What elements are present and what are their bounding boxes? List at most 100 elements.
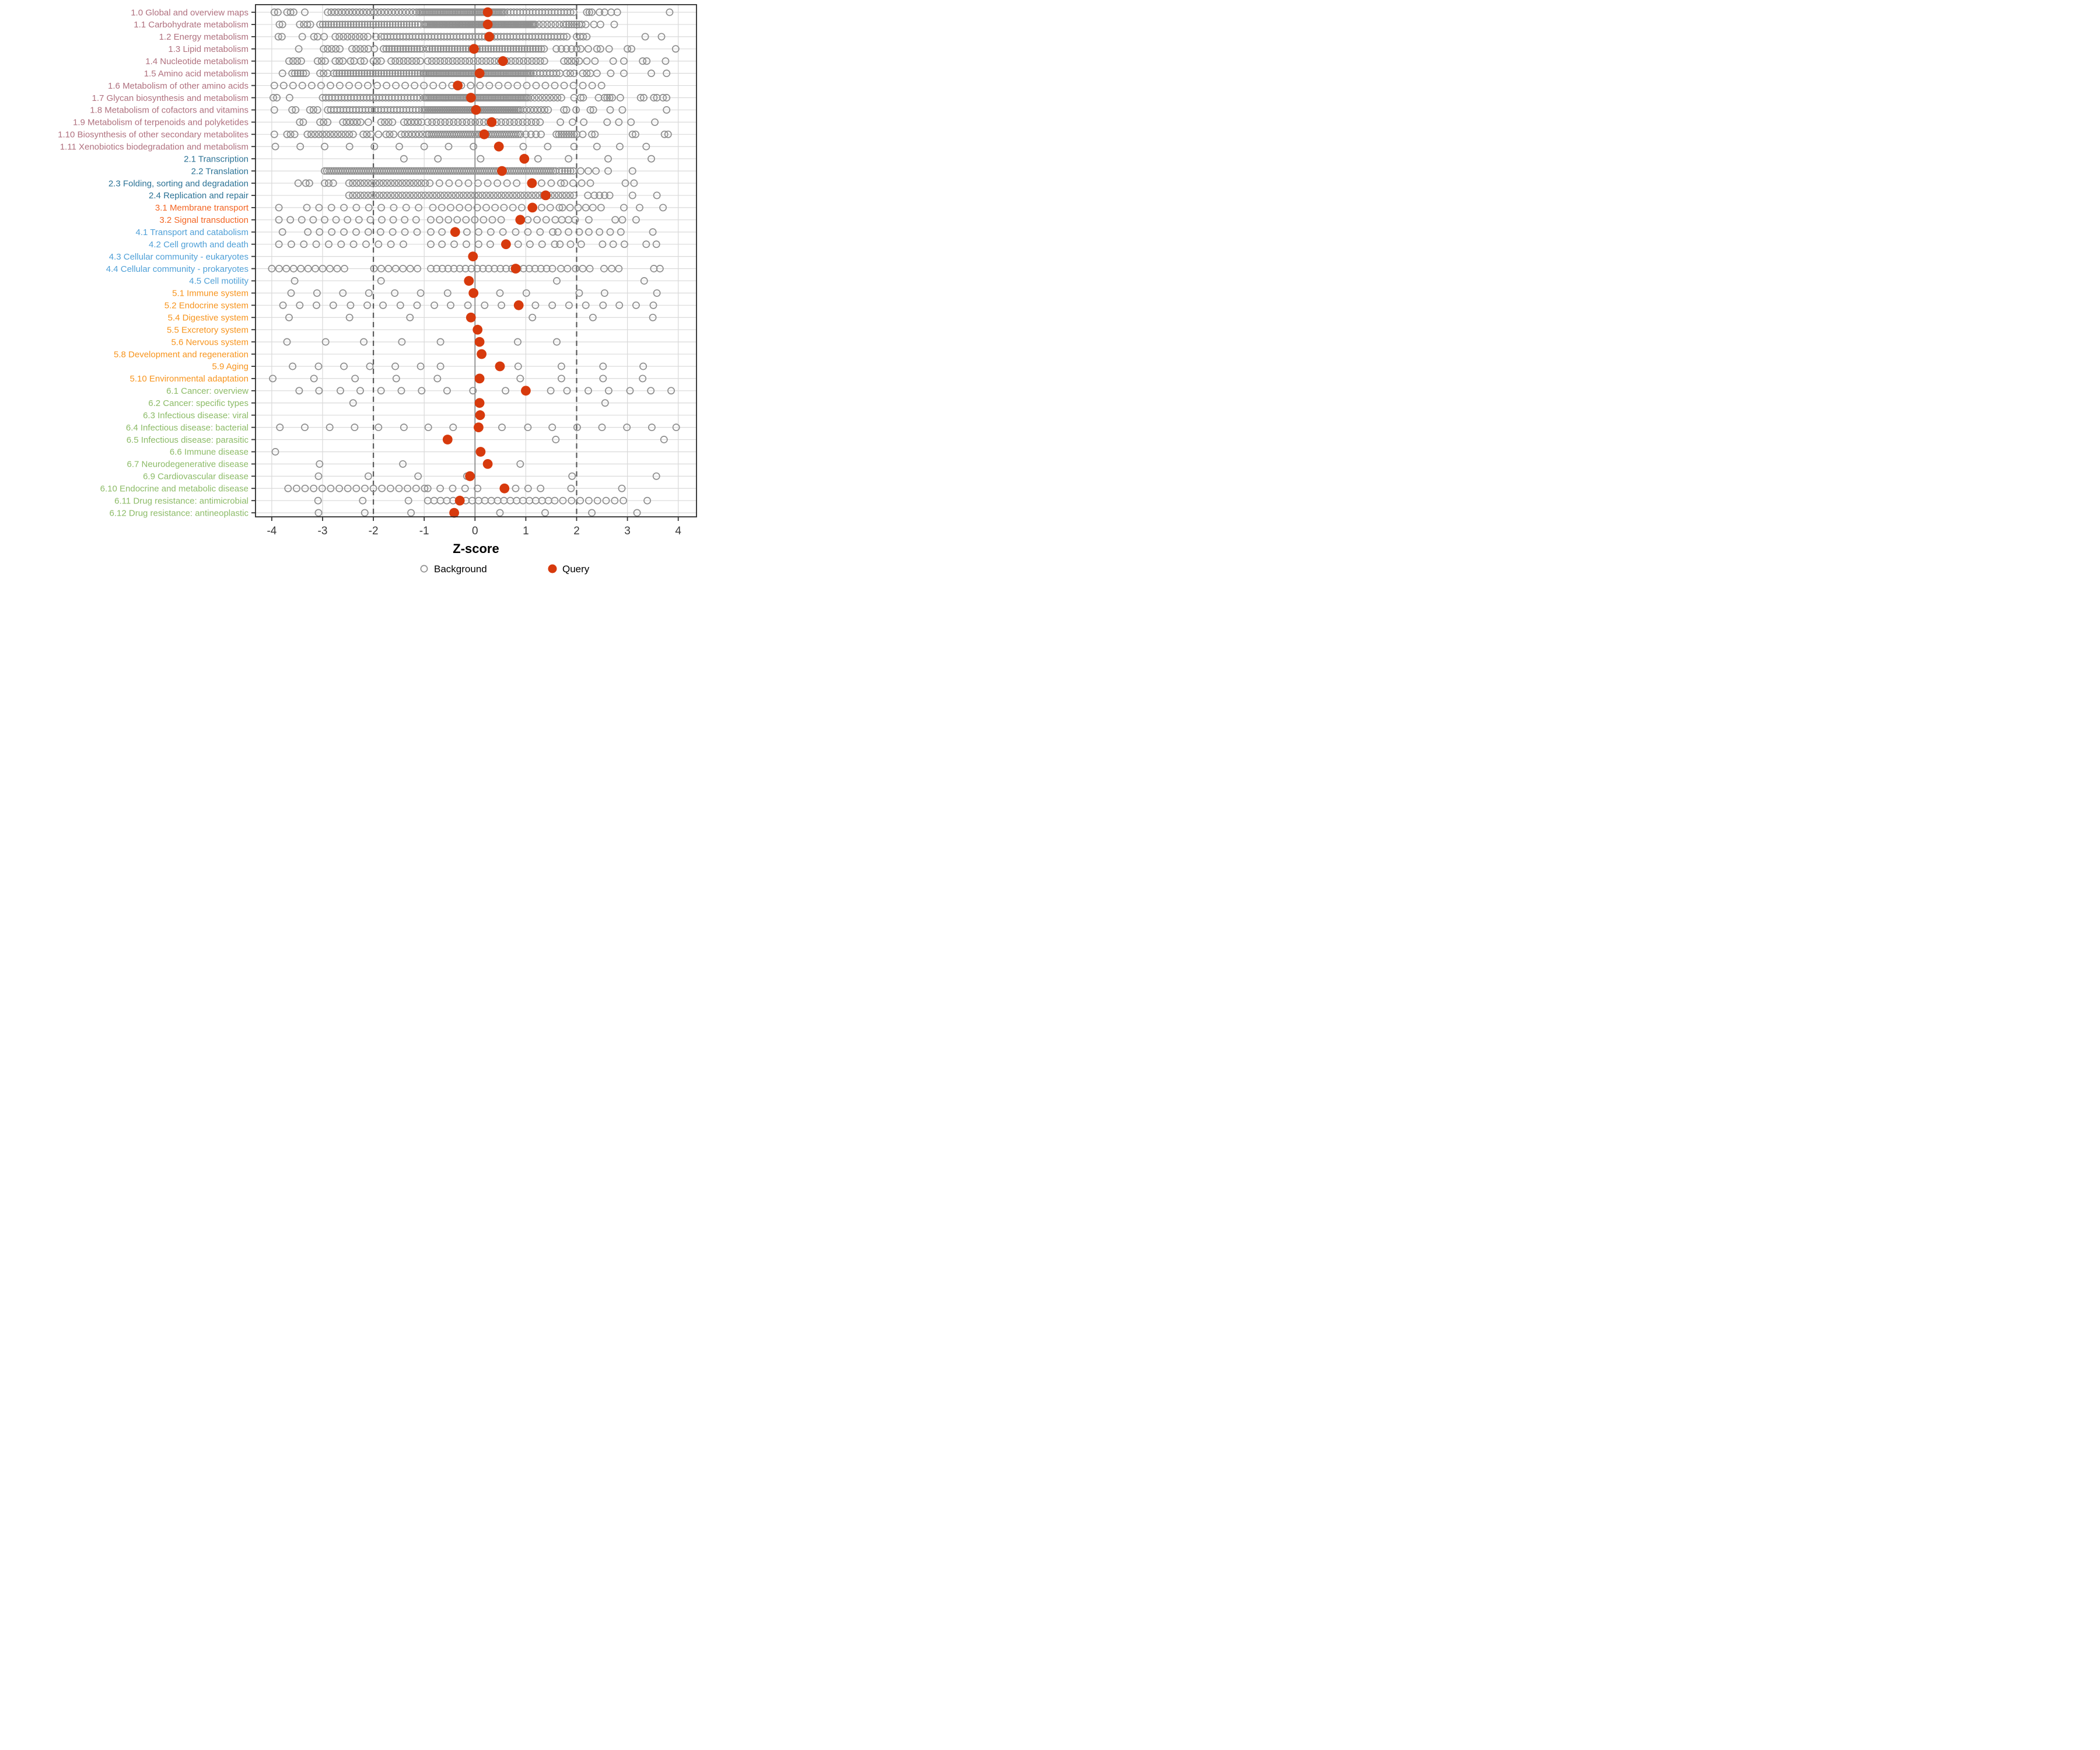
background-point [295, 45, 303, 53]
background-point [463, 240, 470, 249]
background-point [323, 130, 330, 138]
background-point [516, 130, 524, 138]
background-point [435, 179, 443, 187]
background-point [321, 216, 328, 224]
background-point [514, 362, 522, 370]
background-point [299, 69, 307, 78]
background-point [399, 265, 407, 272]
background-point [450, 118, 458, 126]
background-point [459, 45, 467, 53]
y-axis-label: 1.2 Energy metabolism [159, 32, 249, 42]
background-point [414, 472, 422, 480]
y-axis-label: 5.9 Aging [212, 362, 249, 372]
background-point [628, 45, 636, 53]
background-point [551, 191, 559, 200]
y-axis-label: 6.7 Neurodegenerative disease [127, 460, 249, 470]
background-point [345, 130, 354, 138]
background-point [639, 57, 647, 65]
background-point [642, 240, 650, 249]
background-point [556, 240, 564, 249]
background-point [372, 191, 380, 200]
background-point [346, 301, 355, 309]
background-point [463, 118, 471, 126]
query-point [494, 141, 504, 152]
y-axis-label: 1.3 Lipid metabolism [168, 44, 249, 54]
background-point [303, 130, 312, 138]
background-point [391, 265, 400, 272]
y-axis-label: 3.1 Membrane transport [155, 203, 249, 213]
y-axis-label: 6.10 Endocrine and metabolic disease [100, 484, 249, 494]
background-point [520, 57, 528, 65]
background-point [440, 191, 449, 200]
background-point [529, 45, 537, 53]
background-point [359, 130, 368, 138]
background-point [304, 265, 312, 272]
background-point [498, 191, 506, 200]
background-point [316, 69, 324, 78]
background-point [332, 20, 341, 29]
background-point [640, 94, 648, 102]
background-point [509, 45, 517, 53]
background-point [562, 45, 570, 53]
background-point [557, 130, 565, 138]
background-point [523, 82, 531, 90]
background-point [452, 191, 460, 200]
background-point [275, 204, 283, 212]
background-point [341, 20, 349, 29]
background-point [659, 204, 667, 212]
background-point [630, 179, 638, 187]
background-point [391, 191, 399, 200]
background-point [385, 45, 393, 53]
background-point [547, 387, 555, 395]
background-point [498, 301, 506, 309]
background-point [400, 118, 408, 126]
background-point [402, 8, 410, 16]
background-point [313, 57, 321, 65]
background-point [438, 240, 446, 249]
background-point [663, 106, 671, 114]
background-point [286, 130, 295, 138]
background-point [421, 484, 429, 492]
background-point [557, 362, 565, 370]
background-point [600, 94, 608, 102]
query-point [466, 312, 476, 323]
background-point [564, 265, 572, 272]
background-point [663, 94, 671, 102]
background-point [599, 374, 607, 383]
background-point [536, 57, 544, 65]
background-point [624, 45, 632, 53]
background-point [486, 240, 494, 249]
background-point [502, 387, 510, 395]
background-point [360, 33, 368, 41]
background-point [408, 20, 416, 29]
background-point [306, 20, 314, 29]
background-point [402, 45, 410, 53]
background-point [551, 496, 559, 505]
background-point [370, 45, 379, 53]
x-tick-label: -1 [419, 525, 429, 537]
background-point [352, 484, 360, 492]
background-point [495, 82, 503, 90]
background-point [535, 20, 543, 29]
background-point [471, 216, 479, 224]
x-tick-label: -2 [369, 525, 379, 537]
background-point [561, 179, 569, 187]
background-point [537, 265, 545, 272]
background-point [360, 191, 368, 200]
background-point [532, 130, 540, 138]
background-point [613, 8, 621, 16]
background-point [596, 20, 604, 29]
background-point [366, 362, 374, 370]
background-point [394, 191, 402, 200]
background-point [448, 45, 456, 53]
background-point [332, 45, 340, 53]
background-point [593, 142, 601, 150]
background-point [427, 216, 435, 224]
background-point [366, 20, 374, 29]
background-point [584, 496, 593, 505]
background-point [449, 57, 457, 65]
background-point [369, 69, 377, 78]
x-tick-label: 1 [523, 525, 529, 537]
background-point [364, 82, 372, 90]
background-point [410, 191, 418, 200]
